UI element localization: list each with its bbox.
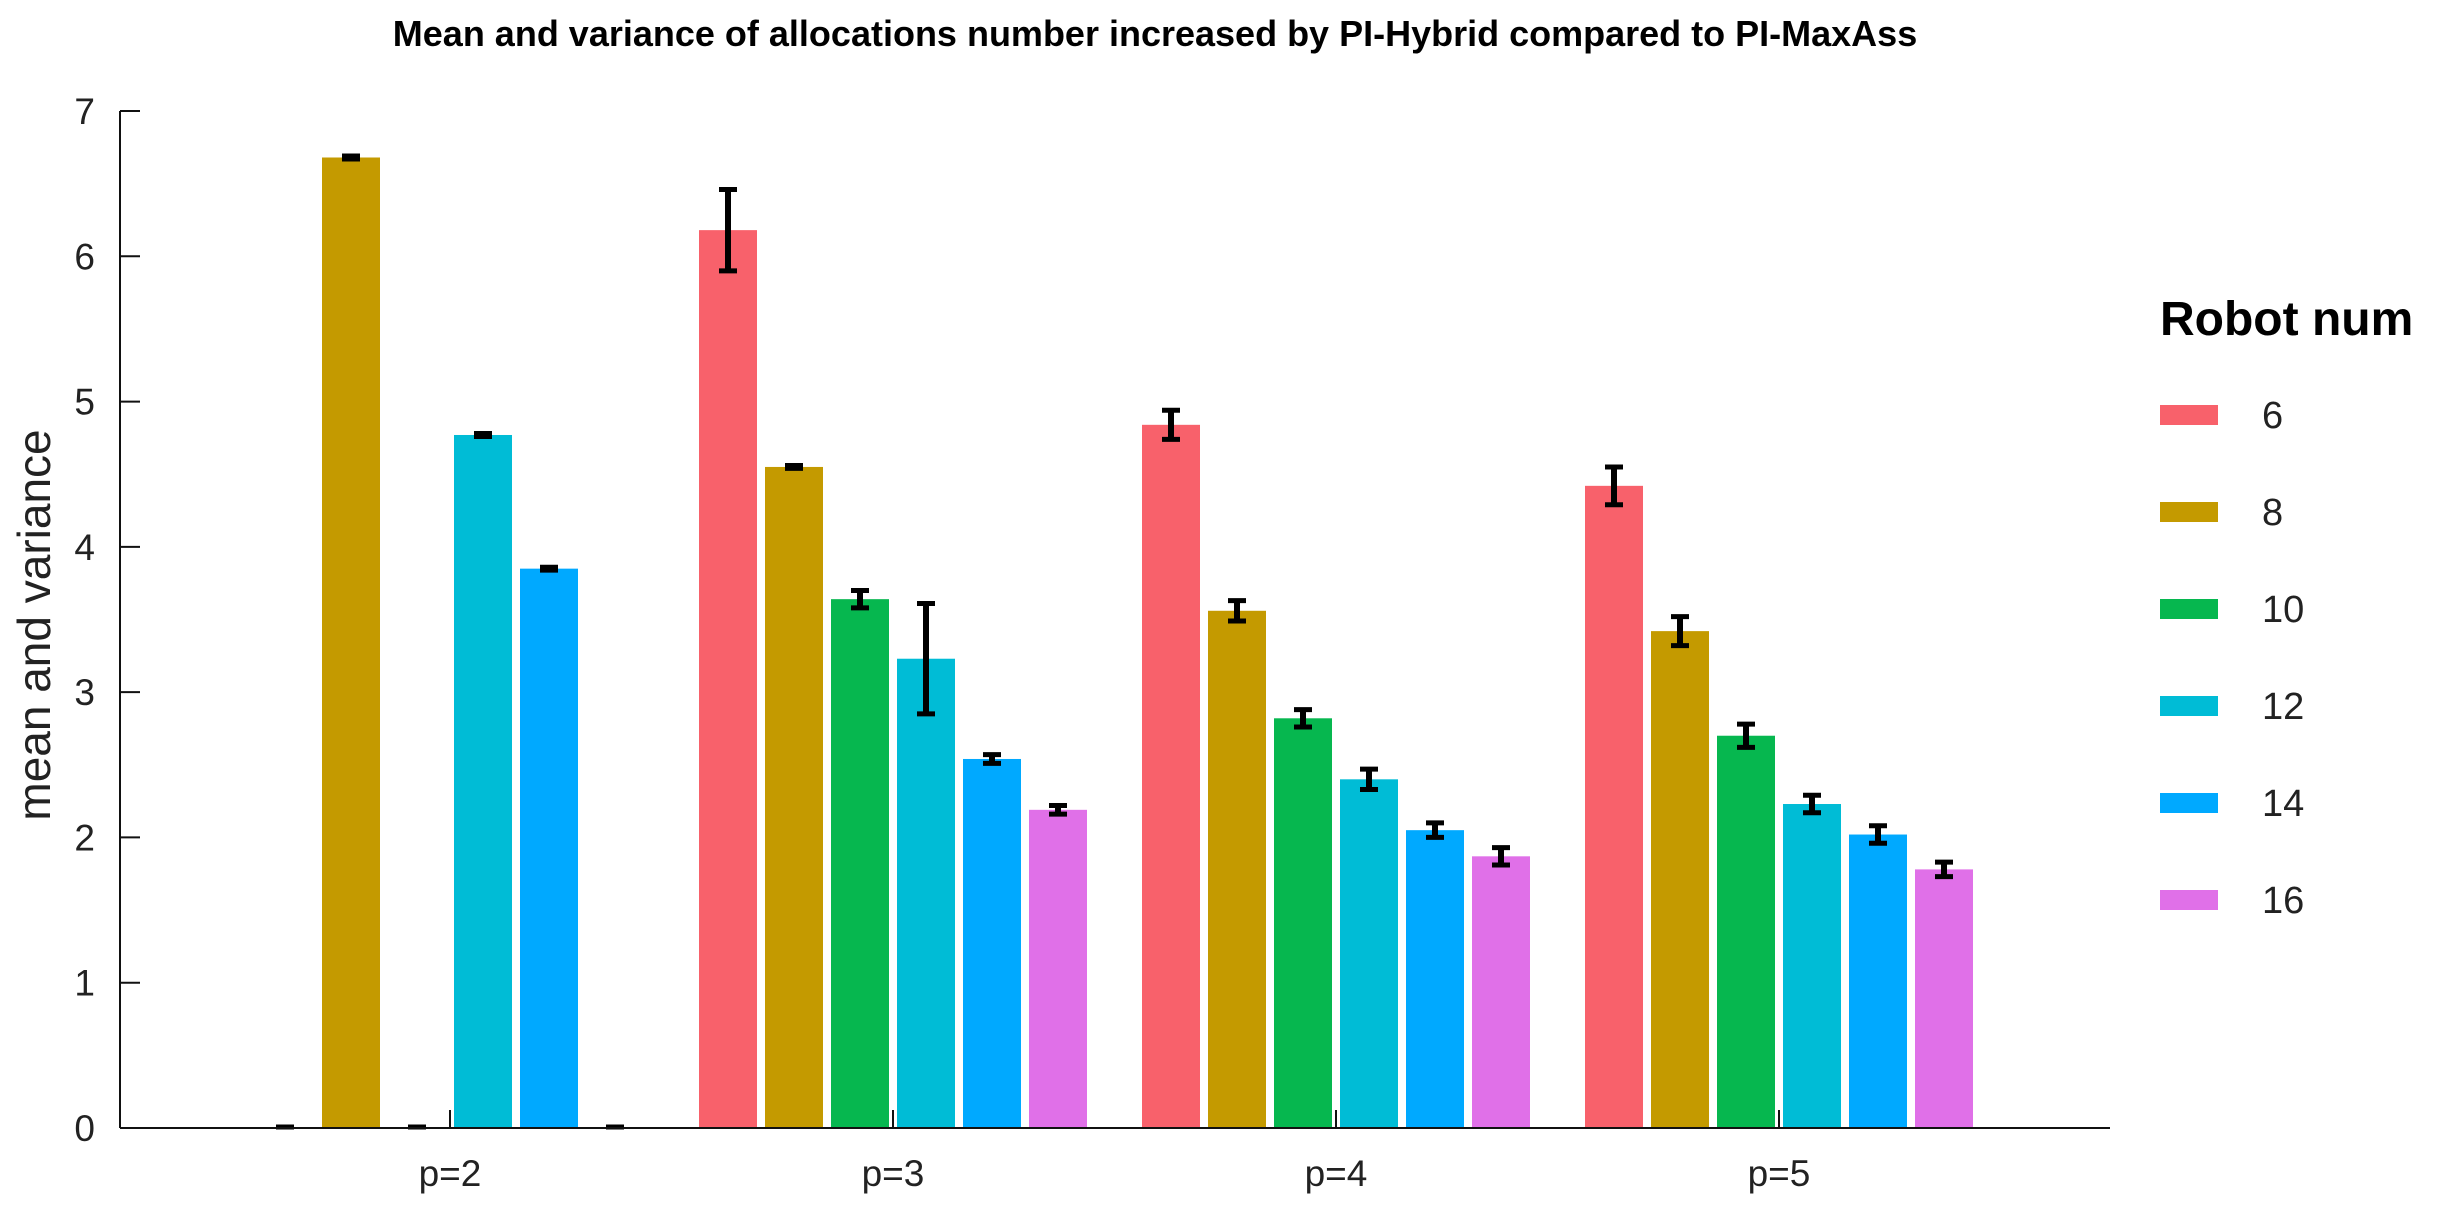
- legend-item-12: 12: [2160, 686, 2304, 728]
- bar-p3-robots-8: [765, 466, 823, 1128]
- error-bar-p4-robots-10: [1294, 707, 1312, 730]
- y-tick-label: 0: [74, 1108, 95, 1149]
- error-bar-p2-robots-12: [474, 431, 492, 439]
- bar-p2-robots-14: [520, 568, 578, 1128]
- error-bar-p5-robots-10: [1737, 721, 1755, 750]
- y-tick-label: 3: [74, 672, 95, 713]
- bar-p3-robots-6: [699, 230, 757, 1129]
- bar-p2-robots-12: [454, 434, 512, 1128]
- y-tick-label: 6: [74, 236, 95, 277]
- legend-swatch: [2160, 696, 2218, 716]
- bar-p4-robots-8: [1208, 610, 1266, 1128]
- legend-label: 12: [2262, 686, 2304, 728]
- y-tick-label: 5: [74, 382, 95, 423]
- bar-p5-robots-16: [1915, 869, 1973, 1128]
- error-bar-p3-robots-16: [1049, 802, 1067, 817]
- x-tick-label: p=5: [1748, 1153, 1811, 1194]
- legend-swatch: [2160, 405, 2218, 425]
- bar-p3-robots-16: [1029, 809, 1087, 1128]
- legend-label: 6: [2262, 395, 2283, 437]
- bar-p5-robots-12: [1783, 804, 1841, 1128]
- legend-swatch: [2160, 890, 2218, 910]
- error-bar-p5-robots-16: [1935, 859, 1953, 880]
- bar-p5-robots-8: [1651, 631, 1709, 1128]
- error-bar-p2-robots-8: [342, 153, 360, 162]
- y-tick-label: 2: [74, 817, 95, 858]
- legend-label: 8: [2262, 492, 2283, 534]
- bar-p4-robots-6: [1142, 424, 1200, 1128]
- legend-item-16: 16: [2160, 880, 2304, 922]
- bar-p5-robots-6: [1585, 485, 1643, 1128]
- bar-p5-robots-10: [1717, 735, 1775, 1128]
- error-bar-p3-robots-12: [917, 601, 935, 717]
- bar-p2-robots-8: [322, 157, 380, 1128]
- legend-swatch: [2160, 502, 2218, 522]
- y-tick-label: 1: [74, 963, 95, 1004]
- error-bar-p5-robots-6: [1605, 464, 1623, 508]
- error-bar-p5-robots-12: [1803, 792, 1821, 816]
- y-tick-label: 7: [74, 91, 95, 132]
- bar-p4-robots-16: [1472, 856, 1530, 1128]
- legend-item-10: 10: [2160, 589, 2304, 631]
- error-bar-p3-robots-14: [983, 752, 1001, 766]
- legend-swatch: [2160, 793, 2218, 813]
- bar-p4-robots-14: [1406, 830, 1464, 1128]
- error-bar-p4-robots-8: [1228, 598, 1246, 624]
- legend-title: Robot num: [2160, 293, 2413, 346]
- y-tick-label: 4: [74, 527, 95, 568]
- y-axis-label: mean and variance: [8, 429, 60, 820]
- bar-p4-robots-10: [1274, 718, 1332, 1128]
- plot-area: 0 1 2 3 4 5 6 7 p=2 p=3 p=4 p=5: [74, 91, 2110, 1194]
- legend-item-6: 6: [2160, 395, 2283, 437]
- legend-item-14: 14: [2160, 783, 2304, 825]
- bar-p4-robots-12: [1340, 779, 1398, 1128]
- legend-label: 16: [2262, 880, 2304, 922]
- bar-p3-robots-12: [897, 658, 955, 1128]
- error-bar-p4-robots-6: [1162, 407, 1180, 442]
- x-tick-label: p=4: [1305, 1153, 1368, 1194]
- chart-title: Mean and variance of allocations number …: [393, 13, 1917, 54]
- legend: 6 8 10 12 14 16: [2160, 395, 2304, 922]
- bar-p5-robots-14: [1849, 834, 1907, 1128]
- error-bar-p3-robots-8: [785, 462, 803, 471]
- bar-p3-robots-14: [963, 758, 1021, 1128]
- x-tick-label: p=2: [419, 1153, 482, 1194]
- x-tick-label: p=3: [862, 1153, 925, 1194]
- error-bar-p4-robots-12: [1360, 766, 1378, 792]
- bar-p3-robots-10: [831, 599, 889, 1128]
- legend-label: 10: [2262, 589, 2304, 631]
- legend-item-8: 8: [2160, 492, 2283, 534]
- error-bar-p4-robots-16: [1492, 845, 1510, 868]
- error-bar-p2-robots-14: [540, 564, 558, 573]
- legend-label: 14: [2262, 783, 2304, 825]
- error-bar-p5-robots-8: [1671, 614, 1689, 649]
- error-bar-p4-robots-14: [1426, 820, 1444, 840]
- legend-swatch: [2160, 599, 2218, 619]
- error-bar-p5-robots-14: [1869, 823, 1887, 846]
- error-bar-p3-robots-10: [851, 587, 869, 611]
- error-bar-p3-robots-6: [719, 186, 737, 274]
